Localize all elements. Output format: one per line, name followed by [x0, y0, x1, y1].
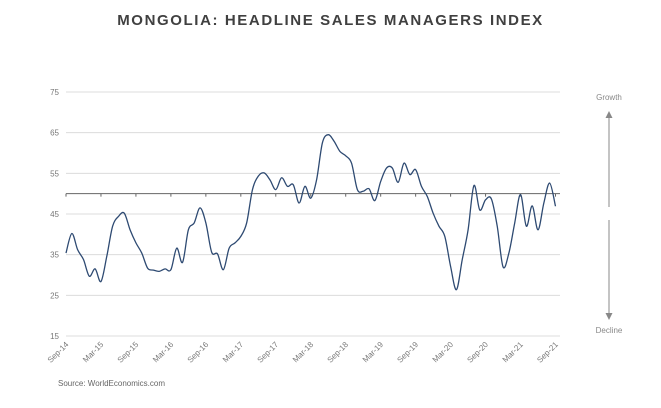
arrow-up-icon: [605, 111, 613, 118]
x-tick-label: Sep-17: [256, 340, 281, 365]
source-note: Source: WorldEconomics.com: [58, 379, 165, 388]
y-tick-label: 15: [50, 332, 59, 341]
series-line: [65, 134, 557, 291]
y-tick-label: 55: [50, 169, 59, 178]
x-tick-label: Mar-18: [291, 340, 316, 365]
x-tick-label: Sep-20: [465, 340, 490, 365]
y-tick-label: 45: [50, 210, 59, 219]
growth-label: Growth: [596, 93, 622, 102]
x-tick-label: Mar-19: [361, 340, 386, 365]
y-tick-label: 65: [50, 129, 59, 138]
y-tick-label: 25: [50, 291, 59, 300]
x-tick-label: Sep-14: [46, 340, 71, 365]
x-tick-label: Sep-15: [116, 340, 141, 365]
x-tick-label: Sep-16: [186, 340, 211, 365]
chart-title: MONGOLIA: HEADLINE SALES MANAGERS INDEX: [117, 12, 544, 29]
y-tick-label: 35: [50, 251, 59, 260]
x-tick-label: Mar-17: [221, 340, 246, 365]
x-tick-label: Mar-16: [151, 340, 176, 365]
x-tick-label: Sep-21: [535, 340, 560, 365]
x-tick-label: Mar-21: [501, 340, 526, 365]
x-tick-label: Mar-20: [431, 340, 456, 365]
y-tick-label: 75: [50, 88, 59, 97]
x-tick-label: Sep-19: [395, 340, 420, 365]
arrow-down-icon: [605, 313, 613, 320]
decline-label: Decline: [596, 326, 623, 335]
x-tick-label: Sep-18: [326, 340, 351, 365]
x-tick-label: Mar-15: [81, 340, 106, 365]
